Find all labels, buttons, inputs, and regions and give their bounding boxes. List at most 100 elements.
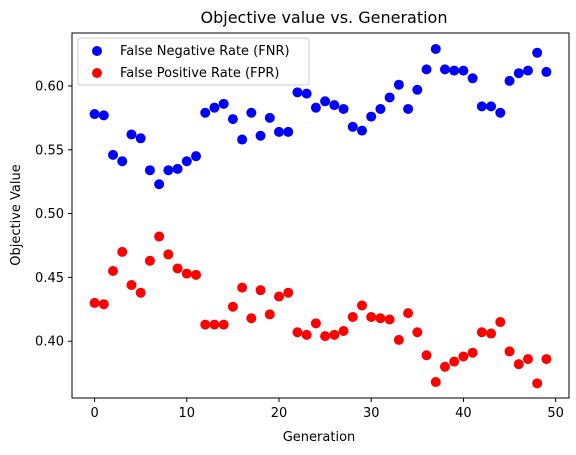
data-point-fnr <box>532 47 543 58</box>
data-point-fnr <box>412 84 423 95</box>
data-point-fnr <box>191 151 202 162</box>
data-point-fnr <box>513 68 524 79</box>
chart-title: Objective value vs. Generation <box>201 8 448 27</box>
data-point-fpr <box>98 299 109 310</box>
data-point-fpr <box>329 329 340 340</box>
data-point-fnr <box>366 111 377 122</box>
data-point-fnr <box>384 92 395 103</box>
y-tick-label: 0.40 <box>35 335 64 350</box>
legend-label-fpr: False Positive Rate (FPR) <box>120 66 279 81</box>
data-point-fpr <box>117 246 128 257</box>
data-point-fpr <box>126 280 137 291</box>
data-point-fpr <box>200 319 211 330</box>
data-point-fnr <box>504 75 515 86</box>
data-point-fpr <box>227 301 238 312</box>
data-point-fnr <box>117 156 128 167</box>
data-point-fnr <box>421 64 432 75</box>
data-point-fpr <box>191 269 202 280</box>
y-axis-title: Objective Value <box>9 164 24 265</box>
plot-area-frame <box>71 32 570 399</box>
y-tick-label: 0.55 <box>35 143 64 158</box>
data-point-fnr <box>237 134 248 145</box>
data-point-fnr <box>135 133 146 144</box>
data-point-fnr <box>218 98 229 109</box>
data-point-fnr <box>439 64 450 75</box>
data-point-fpr <box>430 377 441 388</box>
data-point-fpr <box>237 282 248 293</box>
data-point-fpr <box>108 266 119 277</box>
data-point-fnr <box>403 103 414 114</box>
data-point-fnr <box>495 107 506 118</box>
data-point-fpr <box>301 329 312 340</box>
data-point-fpr <box>393 334 404 345</box>
data-point-fnr <box>356 125 367 136</box>
x-axis-ticks: 0 10 20 30 40 50 <box>90 398 564 421</box>
data-point-fpr <box>366 311 377 322</box>
data-point-fnr <box>467 73 478 84</box>
data-point-fnr <box>274 126 285 137</box>
data-point-fpr <box>255 285 266 296</box>
data-point-fnr <box>476 101 487 112</box>
data-point-fpr <box>347 311 358 322</box>
data-point-fpr <box>89 297 100 308</box>
data-point-fpr <box>412 327 423 338</box>
data-point-fnr <box>181 156 192 167</box>
legend-marker-fpr <box>92 68 102 78</box>
data-point-fpr <box>439 361 450 372</box>
legend-marker-fnr <box>92 46 102 56</box>
data-point-fpr <box>458 351 469 362</box>
legend: False Negative Rate (FNR) False Positive… <box>77 37 310 86</box>
data-point-fnr <box>458 65 469 76</box>
data-point-fpr <box>375 313 386 324</box>
data-point-fnr <box>375 103 386 114</box>
data-point-fpr <box>209 319 220 330</box>
data-point-fpr <box>532 378 543 389</box>
data-point-fnr <box>144 165 155 176</box>
data-point-fpr <box>403 308 414 319</box>
x-tick-label: 30 <box>363 406 380 421</box>
data-point-fnr <box>98 110 109 121</box>
legend-label-fnr: False Negative Rate (FNR) <box>120 44 290 59</box>
data-point-fnr <box>541 66 552 77</box>
data-point-fpr <box>320 331 331 342</box>
data-point-fpr <box>264 309 275 320</box>
data-point-fnr <box>283 126 294 137</box>
data-point-fpr <box>384 314 395 325</box>
data-point-fnr <box>246 107 257 118</box>
data-point-fpr <box>274 291 285 302</box>
data-point-fnr <box>449 65 460 76</box>
data-point-fnr <box>200 107 211 118</box>
x-axis-title: Generation <box>283 430 356 445</box>
data-points <box>89 43 552 389</box>
data-point-fnr <box>393 79 404 90</box>
data-point-fnr <box>347 121 358 132</box>
data-point-fpr <box>504 346 515 357</box>
data-point-fnr <box>126 129 137 140</box>
data-point-fpr <box>310 318 321 329</box>
data-point-fnr <box>430 43 441 54</box>
data-point-fpr <box>522 354 533 365</box>
data-point-fnr <box>209 102 220 113</box>
data-point-fpr <box>218 319 229 330</box>
data-point-fpr <box>495 317 506 328</box>
data-point-fnr <box>264 112 275 123</box>
data-point-fnr <box>154 179 165 190</box>
data-point-fpr <box>154 231 165 242</box>
data-point-fpr <box>172 263 183 274</box>
legend-box <box>77 37 310 86</box>
y-tick-label: 0.45 <box>35 271 64 286</box>
data-point-fpr <box>421 350 432 361</box>
x-tick-label: 50 <box>547 406 564 421</box>
data-point-fpr <box>283 287 294 298</box>
data-point-fnr <box>108 149 119 160</box>
y-tick-label: 0.50 <box>35 207 64 222</box>
x-tick-label: 10 <box>179 406 196 421</box>
data-point-fpr <box>246 313 257 324</box>
data-point-fpr <box>181 268 192 279</box>
data-point-fnr <box>301 88 312 99</box>
data-point-fnr <box>89 109 100 120</box>
data-point-fnr <box>522 65 533 76</box>
data-point-fnr <box>227 114 238 125</box>
data-point-fpr <box>292 327 303 338</box>
